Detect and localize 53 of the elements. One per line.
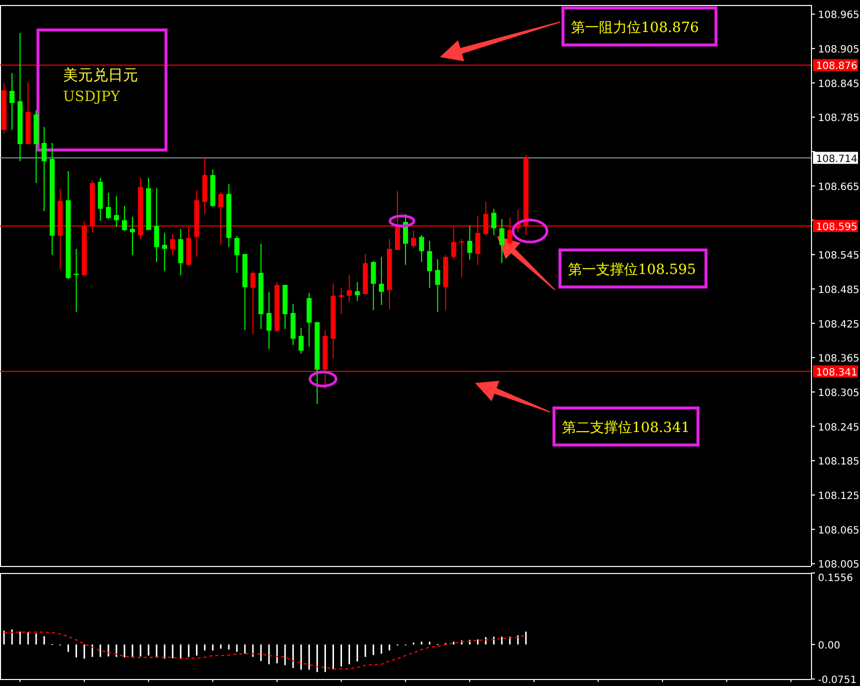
text: 美元兑日元 — [63, 66, 138, 84]
candlestick — [122, 205, 127, 232]
y-tick-label: 0.00 — [818, 640, 840, 652]
candlestick — [170, 233, 176, 256]
candlestick — [250, 270, 256, 335]
y-tick-label: 108.005 — [818, 560, 860, 571]
y-tick-label: 108.665 — [818, 182, 860, 193]
y-tick-label: 108.185 — [818, 456, 860, 468]
candlestick — [114, 196, 119, 228]
annotation: 第一支撑位108.595 — [568, 262, 696, 278]
ref-line-label: 108.876 — [816, 61, 858, 72]
candlestick — [467, 225, 472, 260]
text: USDJPY — [63, 89, 121, 105]
candlestick — [10, 72, 15, 130]
candlestick — [378, 256, 384, 306]
annotation: 第二支撑位108.341 — [562, 420, 690, 436]
y-tick-label: 108.905 — [818, 44, 860, 56]
candlestick — [354, 282, 360, 302]
candlestick — [266, 291, 272, 350]
ref-line-label: 108.714 — [816, 154, 858, 165]
ref-line-label: 108.341 — [816, 367, 858, 378]
y-tick-label: 108.785 — [818, 113, 860, 124]
candlestick — [370, 260, 376, 311]
y-tick-label: 108.425 — [818, 319, 860, 330]
candlestick — [162, 232, 168, 272]
candlestick — [411, 230, 416, 248]
y-tick-label: 108.365 — [818, 354, 860, 365]
y-tick-label: 108.965 — [818, 10, 860, 22]
y-tick-label: -0.0751 — [818, 675, 857, 686]
candlestick — [74, 248, 79, 312]
candlestick — [154, 188, 160, 263]
candlestick — [491, 208, 496, 236]
y-tick-label: 0.1556 — [818, 573, 853, 584]
candlestick — [435, 258, 440, 312]
y-tick-label: 108.125 — [818, 491, 860, 502]
y-tick-label: 108.065 — [818, 525, 860, 536]
candlestick — [298, 327, 304, 354]
annotation: 第一阻力位108.876 — [571, 20, 699, 36]
candlestick — [419, 234, 424, 263]
y-tick-label: 108.305 — [818, 388, 860, 399]
candlestick — [338, 287, 344, 315]
candlestick — [234, 235, 240, 274]
candlestick — [499, 218, 504, 264]
candlestick — [427, 240, 432, 288]
candlestick — [106, 192, 111, 220]
candlestick — [130, 216, 135, 256]
candlestick — [346, 274, 352, 303]
y-tick-label: 108.485 — [818, 284, 860, 296]
candlestick — [42, 126, 47, 212]
y-tick-label: 108.845 — [818, 78, 860, 90]
ref-line-label: 108.595 — [816, 222, 858, 233]
y-tick-label: 108.245 — [818, 422, 860, 434]
y-tick-label: 108.545 — [818, 250, 860, 262]
